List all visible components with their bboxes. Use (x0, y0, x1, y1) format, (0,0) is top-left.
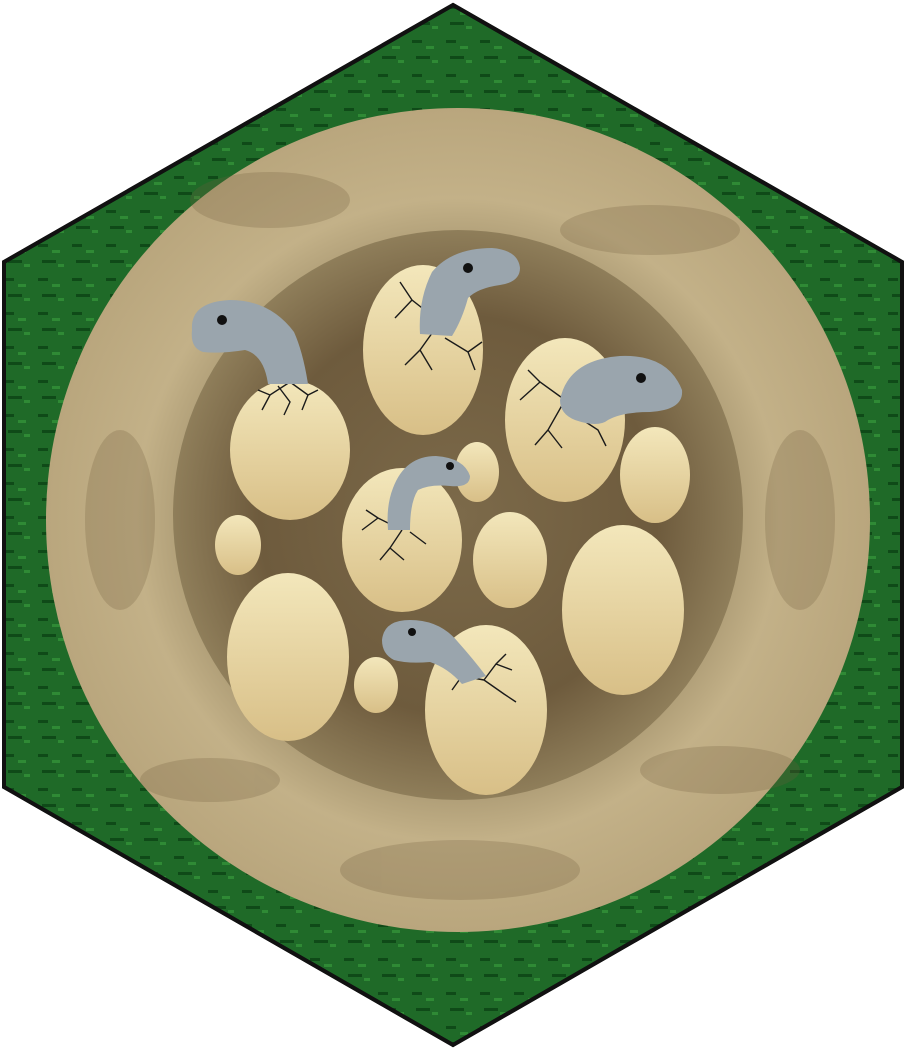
egg[interactable] (342, 468, 462, 612)
hatchling-eye (217, 315, 227, 325)
hatchling-eye (446, 462, 454, 470)
egg[interactable] (620, 427, 690, 523)
hatchling-eye (408, 628, 416, 636)
nest-layer (46, 108, 870, 932)
hatchling-eye (636, 373, 646, 383)
hatchling-bottom[interactable] (382, 620, 486, 684)
hatchlings (191, 248, 683, 684)
hatchling-top-left[interactable] (191, 300, 308, 384)
hatchling-center[interactable] (387, 456, 470, 530)
egg[interactable] (473, 512, 547, 608)
egg[interactable] (227, 573, 349, 741)
egg[interactable] (215, 515, 261, 575)
hatchling-right[interactable] (560, 355, 683, 424)
sand-texture (85, 172, 835, 900)
egg[interactable] (230, 380, 350, 520)
egg[interactable] (354, 657, 398, 713)
hatchling-eye (463, 263, 473, 273)
hatchling-top-center[interactable] (419, 248, 520, 336)
egg[interactable] (562, 525, 684, 695)
egg[interactable] (455, 442, 499, 502)
